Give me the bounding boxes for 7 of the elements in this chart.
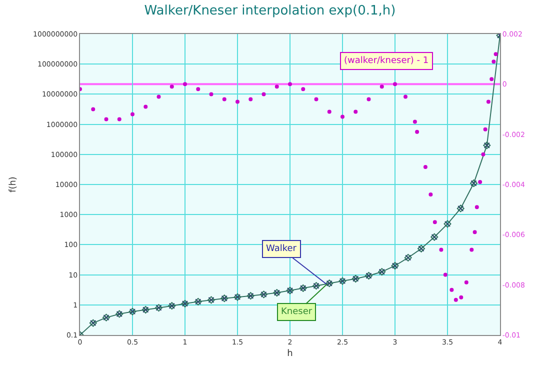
annotation: Kneser bbox=[281, 307, 312, 317]
chart-title: Walker/Kneser interpolation exp(0.1,h) bbox=[144, 4, 396, 19]
y-axis-title: f(h) bbox=[8, 176, 18, 192]
annotation: Walker bbox=[266, 244, 297, 254]
line-series bbox=[80, 34, 500, 335]
x-axis-title: h bbox=[287, 349, 293, 360]
annotation: (walker/kneser) - 1 bbox=[344, 56, 429, 66]
